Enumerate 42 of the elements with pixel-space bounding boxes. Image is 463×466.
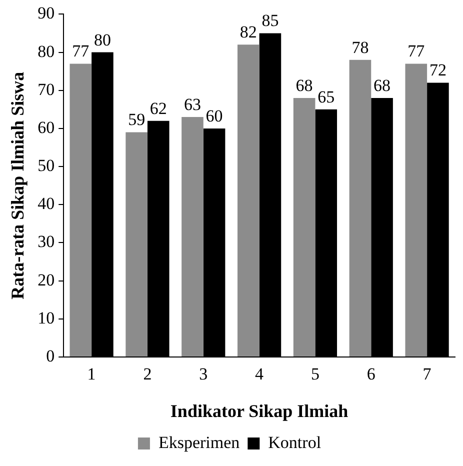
x-tick-label: 6: [366, 364, 376, 384]
data-label: 68: [296, 76, 313, 95]
x-tick-label: 1: [87, 364, 96, 384]
y-tick-label: 20: [38, 270, 55, 290]
y-tick-label: 80: [38, 42, 55, 61]
y-tick-label: 0: [46, 346, 55, 366]
y-tick-label: 90: [38, 4, 55, 23]
y-tick-label: 10: [38, 308, 55, 328]
data-label: 63: [184, 95, 201, 114]
y-tick-label: 30: [38, 232, 55, 252]
legend-label: Kontrol: [268, 432, 322, 452]
bar: [237, 44, 260, 356]
data-label: 82: [240, 22, 257, 42]
x-tick-label: 4: [255, 364, 264, 384]
x-tick-label: 3: [199, 364, 208, 384]
data-label: 60: [206, 106, 223, 126]
data-label: 59: [128, 110, 146, 130]
bar: [182, 117, 204, 356]
data-label: 72: [429, 60, 446, 80]
data-label: 80: [94, 30, 111, 50]
bar: [349, 60, 372, 356]
data-label: 77: [72, 42, 90, 61]
bar: [293, 98, 316, 356]
bar: [405, 64, 428, 356]
bar: [70, 64, 92, 356]
y-axis-title: Rata-rata Sikap Ilmiah Siswa: [7, 72, 28, 300]
y-tick-label: 50: [38, 156, 55, 176]
x-tick-label: 5: [310, 364, 320, 384]
data-label: 85: [262, 11, 279, 30]
data-label: 65: [318, 87, 335, 106]
legend-label: Eksperimen: [158, 432, 240, 452]
y-tick-label: 60: [38, 118, 55, 137]
data-label: 78: [352, 38, 369, 57]
data-label: 77: [408, 42, 426, 61]
x-axis-title: Indikator Sikap Ilmiah: [170, 400, 348, 421]
y-tick-label: 70: [38, 80, 55, 99]
x-tick-label: 7: [422, 364, 432, 384]
y-tick-label: 40: [38, 194, 55, 214]
data-label: 68: [374, 76, 391, 95]
x-tick-label: 2: [143, 364, 152, 384]
bar: [126, 132, 148, 356]
data-label: 62: [150, 98, 167, 118]
